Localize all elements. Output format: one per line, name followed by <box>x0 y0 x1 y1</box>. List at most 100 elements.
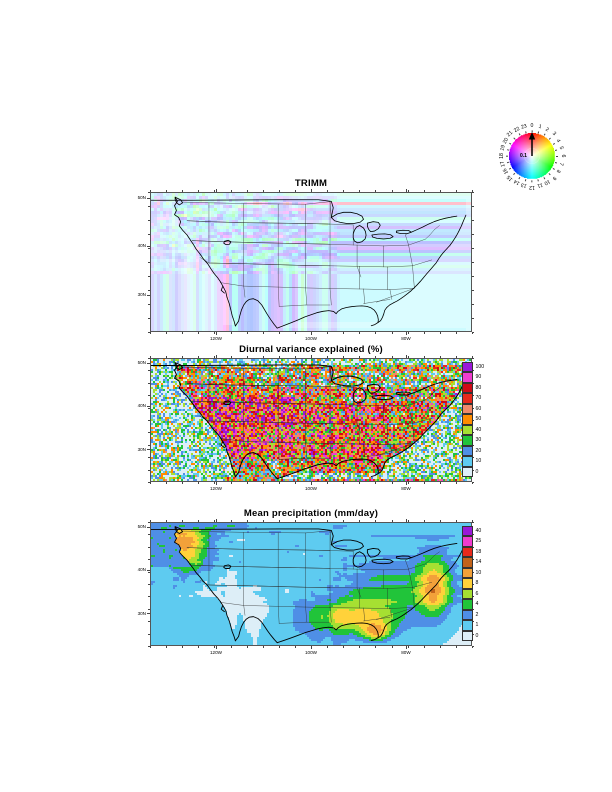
colorbar-swatch-diurnal-variance-2 <box>462 445 473 457</box>
colorbar-label-diurnal-variance-10: 100 <box>475 364 485 371</box>
xtick-minor-top-trmm-14 <box>375 190 376 192</box>
xtick-minor-top-trmm-6 <box>246 190 248 192</box>
xtick-label-trmm-0: 120W <box>209 336 222 341</box>
xtick-minor-trmm-19 <box>455 332 457 334</box>
xtick-minor-top-diurnal-variance-19 <box>455 356 457 358</box>
colorbar-label-mean-precipitation-9: 25 <box>475 538 482 545</box>
map-mean-precipitation <box>150 522 472 646</box>
xtick-minor-trmm-14 <box>375 332 376 334</box>
ytick-minor-mean-precipitation-3 <box>148 559 150 560</box>
ytick-minor-trmm-5 <box>148 262 150 263</box>
xtick-minor-top-diurnal-variance-14 <box>375 356 376 358</box>
xtick-minor-top-mean-precipitation-11 <box>327 520 328 522</box>
colorbar-swatch-mean-precipitation-0 <box>462 630 473 641</box>
ytick-minor-diurnal-variance-3 <box>148 395 150 396</box>
xtick-minor-mean-precipitation-8 <box>278 646 280 648</box>
xtick-minor-trmm-16 <box>407 332 409 334</box>
xtick-minor-diurnal-variance-12 <box>343 482 344 484</box>
xtick-minor-top-diurnal-variance-7 <box>262 356 264 358</box>
ytick-minor-trmm-1 <box>148 206 150 207</box>
ytick-minor-trmm-4 <box>148 248 150 249</box>
xtick-minor-top-trmm-16 <box>407 190 409 192</box>
xtick-minor-mean-precipitation-1 <box>166 646 167 648</box>
ytick-minor-right-trmm-6 <box>472 276 474 277</box>
xtick-minor-top-diurnal-variance-10 <box>311 356 312 358</box>
ytick-minor-diurnal-variance-6 <box>148 432 150 433</box>
map-diurnal-variance <box>150 358 472 482</box>
xtick-minor-top-diurnal-variance-5 <box>230 356 231 358</box>
xtick-minor-top-trmm-17 <box>423 190 425 192</box>
ytick-minor-right-diurnal-variance-10 <box>472 482 474 483</box>
xtick-minor-diurnal-variance-18 <box>439 482 441 484</box>
xtick-minor-top-diurnal-variance-15 <box>391 356 392 358</box>
xtick-minor-mean-precipitation-11 <box>327 646 328 648</box>
xtick-mark-mean-precipitation-2 <box>405 646 407 649</box>
xtick-minor-diurnal-variance-16 <box>407 482 409 484</box>
colorbar-mean-precipitation <box>462 526 473 641</box>
ytick-label-trmm-2: 30N <box>137 292 146 298</box>
xtick-label-trmm-1: 100W <box>304 336 317 341</box>
colorbar-diurnal-variance <box>462 362 473 477</box>
xtick-minor-top-mean-precipitation-8 <box>278 520 280 522</box>
xtick-minor-mean-precipitation-13 <box>359 646 360 648</box>
colorbar-swatch-mean-precipitation-4 <box>462 588 473 600</box>
xtick-minor-diurnal-variance-19 <box>455 482 457 484</box>
ytick-label-mean-precipitation-1: 40N <box>137 567 146 573</box>
colorbar-label-mean-precipitation-6: 10 <box>475 569 482 576</box>
xtick-minor-diurnal-variance-13 <box>359 482 360 484</box>
xtick-minor-diurnal-variance-4 <box>214 482 215 484</box>
colorbar-swatch-diurnal-variance-10 <box>462 362 473 373</box>
colorbar-label-diurnal-variance-5: 50 <box>475 416 482 423</box>
ytick-minor-mean-precipitation-8 <box>148 621 150 622</box>
colorbar-swatch-mean-precipitation-3 <box>462 599 473 610</box>
xtick-minor-mean-precipitation-15 <box>391 646 392 648</box>
colorbar-swatch-diurnal-variance-6 <box>462 403 473 415</box>
xtick-minor-top-diurnal-variance-11 <box>327 356 328 358</box>
ytick-minor-right-diurnal-variance-0 <box>472 358 474 359</box>
xtick-minor-top-diurnal-variance-4 <box>214 356 215 358</box>
ytick-mark-diurnal-variance-0 <box>147 362 150 364</box>
xtick-minor-mean-precipitation-18 <box>439 646 441 648</box>
xtick-minor-trmm-2 <box>182 332 183 334</box>
xtick-minor-trmm-8 <box>278 332 280 334</box>
xtick-label-diurnal-variance-1: 100W <box>304 486 317 491</box>
xtick-minor-trmm-20 <box>472 332 473 334</box>
ytick-minor-right-trmm-8 <box>472 304 474 305</box>
colorbar-label-diurnal-variance-2: 20 <box>475 447 482 454</box>
ytick-minor-diurnal-variance-1 <box>148 370 150 371</box>
colorbar-swatch-diurnal-variance-1 <box>462 456 473 467</box>
xtick-minor-mean-precipitation-14 <box>375 646 376 648</box>
ytick-minor-mean-precipitation-1 <box>148 534 150 535</box>
xtick-minor-top-trmm-9 <box>294 190 296 192</box>
xtick-minor-top-trmm-3 <box>198 190 199 192</box>
ytick-minor-right-mean-precipitation-0 <box>472 522 474 523</box>
xtick-minor-top-mean-precipitation-7 <box>262 520 264 522</box>
colorbar-label-mean-precipitation-1: 1 <box>475 622 479 629</box>
xtick-minor-trmm-9 <box>294 332 296 334</box>
xtick-minor-top-mean-precipitation-18 <box>439 520 441 522</box>
colorbar-label-mean-precipitation-4: 6 <box>475 590 479 597</box>
xtick-label-mean-precipitation-1: 100W <box>304 650 317 655</box>
ytick-minor-right-trmm-0 <box>472 192 474 193</box>
colorbar-swatch-mean-precipitation-6 <box>462 567 473 579</box>
colorbar-swatch-diurnal-variance-9 <box>462 372 473 383</box>
xtick-mark-mean-precipitation-0 <box>216 646 217 649</box>
ytick-mark-trmm-0 <box>147 197 150 199</box>
colorbar-swatch-mean-precipitation-2 <box>462 609 473 621</box>
xtick-minor-top-trmm-15 <box>391 190 392 192</box>
xtick-minor-top-trmm-19 <box>455 190 457 192</box>
xtick-label-mean-precipitation-2: 80W <box>401 650 411 655</box>
xtick-minor-top-trmm-2 <box>182 190 183 192</box>
ytick-minor-right-trmm-10 <box>472 332 474 333</box>
xtick-minor-top-diurnal-variance-1 <box>166 356 167 358</box>
colorbar-label-diurnal-variance-4: 40 <box>475 426 482 433</box>
xtick-minor-diurnal-variance-2 <box>182 482 183 484</box>
xtick-mark-top-diurnal-variance-0 <box>216 355 217 358</box>
xtick-minor-trmm-3 <box>198 332 199 334</box>
xtick-minor-mean-precipitation-3 <box>198 646 199 648</box>
ytick-mark-diurnal-variance-1 <box>147 405 150 407</box>
xtick-minor-trmm-4 <box>214 332 215 334</box>
ytick-minor-mean-precipitation-5 <box>148 584 150 585</box>
xtick-minor-top-diurnal-variance-12 <box>343 356 344 358</box>
